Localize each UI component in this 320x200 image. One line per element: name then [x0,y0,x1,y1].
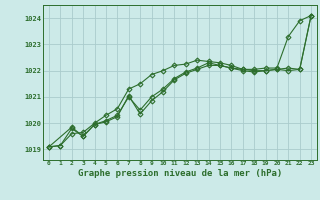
X-axis label: Graphe pression niveau de la mer (hPa): Graphe pression niveau de la mer (hPa) [78,169,282,178]
